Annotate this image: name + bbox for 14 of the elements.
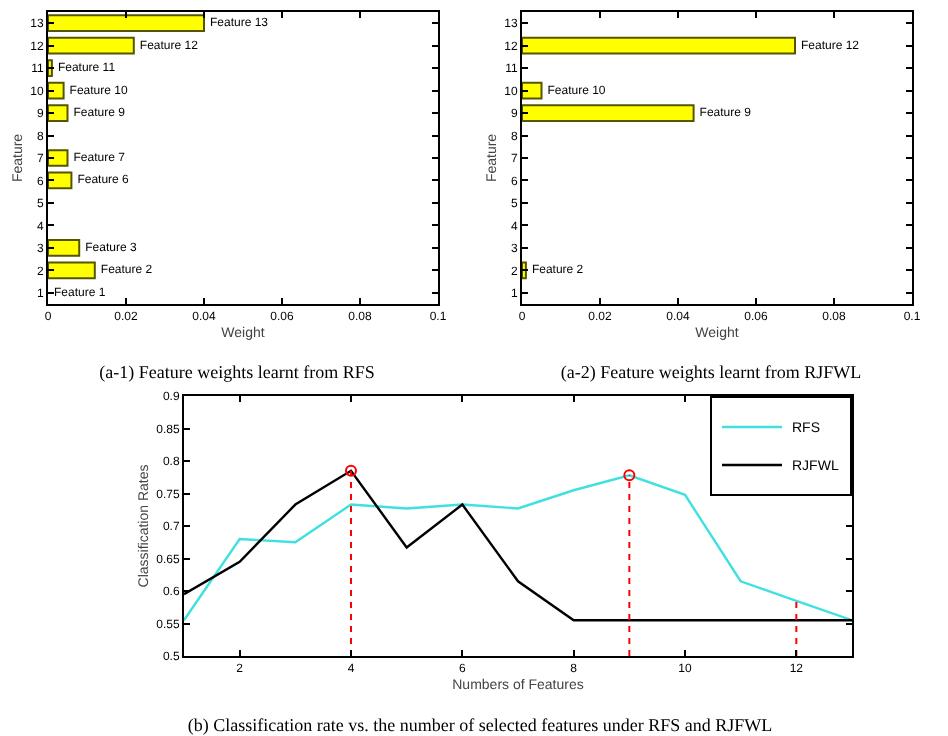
bar xyxy=(48,149,69,167)
bar xyxy=(522,81,543,100)
text: (a-1) Feature weights learnt from RFS xyxy=(99,362,375,383)
bar xyxy=(48,36,135,55)
bar xyxy=(48,238,81,257)
bar xyxy=(48,171,73,190)
bar xyxy=(48,14,205,33)
bar xyxy=(522,104,695,122)
bar xyxy=(48,104,69,122)
bar xyxy=(48,81,65,100)
text: (a-2) Feature weights learnt from RJFWL xyxy=(560,362,862,383)
text: (b) Classification rate vs. the number of selected features under RFS and RJFWL xyxy=(187,714,773,735)
bar xyxy=(522,36,796,55)
bar xyxy=(48,261,96,280)
